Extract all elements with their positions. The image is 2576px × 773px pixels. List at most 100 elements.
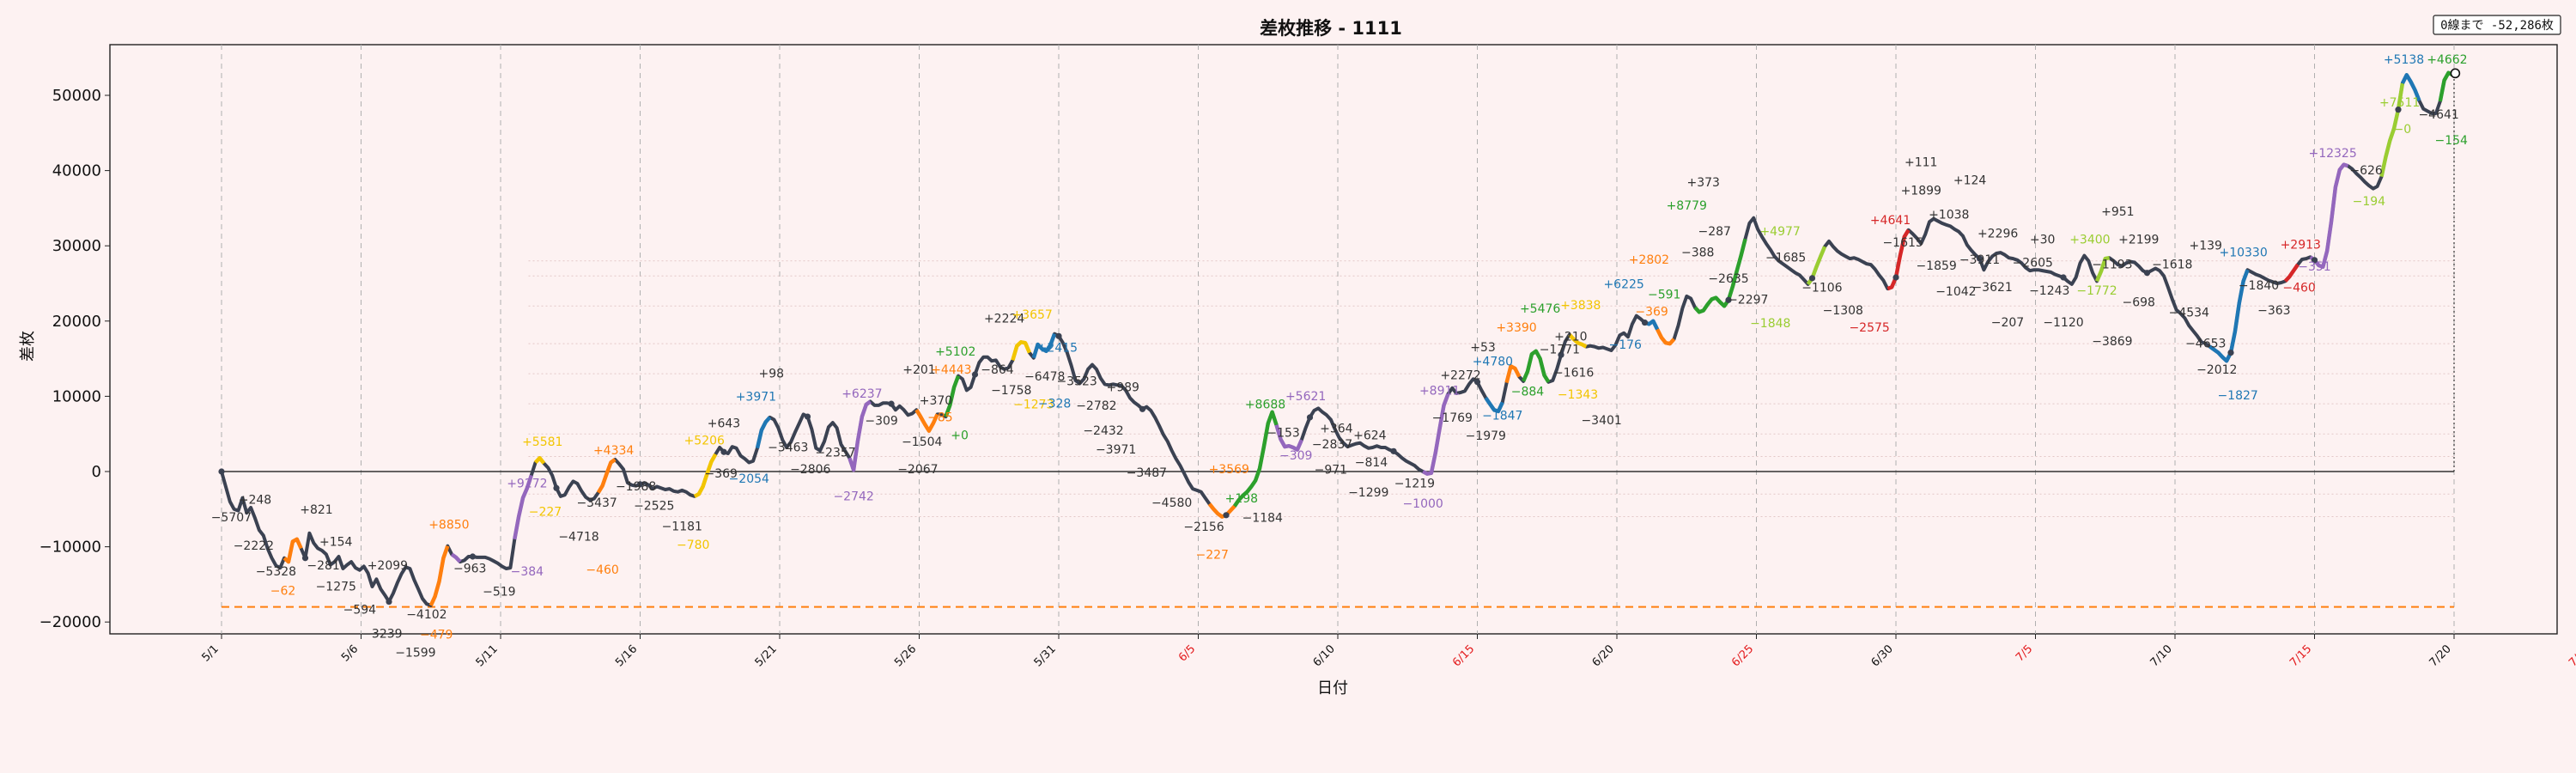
x-tick-label: 6/5 xyxy=(1176,642,1198,664)
data-label: −971 xyxy=(1315,464,1347,478)
data-label: −1615 xyxy=(1882,236,1923,250)
y-tick-label: −10000 xyxy=(39,539,101,557)
data-point xyxy=(1976,255,1984,262)
data-label: +210 xyxy=(1554,331,1587,344)
data-label: +2415 xyxy=(1037,342,1078,356)
data-label: +373 xyxy=(1687,176,1720,190)
data-label: −1504 xyxy=(902,435,942,449)
data-label: −2742 xyxy=(833,490,873,503)
data-label: +5581 xyxy=(522,435,562,449)
data-point xyxy=(888,400,895,407)
data-point xyxy=(971,371,979,378)
data-label: −1848 xyxy=(1750,317,1790,331)
data-label: −85 xyxy=(927,411,953,424)
data-label: −3239 xyxy=(361,628,402,642)
highlight-segment xyxy=(1232,410,1279,508)
data-label: −4718 xyxy=(558,531,598,545)
data-label: −4653 xyxy=(2185,337,2226,350)
y-axis-label: 差枚 xyxy=(19,331,37,362)
data-label: −1042 xyxy=(1935,285,1976,299)
data-label: +0 xyxy=(951,429,969,442)
data-label: −5328 xyxy=(256,565,296,579)
data-point xyxy=(1306,414,1314,421)
data-label: +5138 xyxy=(2384,53,2424,67)
highlight-segment xyxy=(450,552,462,563)
data-label: −884 xyxy=(1511,386,1545,399)
chart-title: 差枚推移 - 1111 xyxy=(1260,18,1402,39)
data-label: −2806 xyxy=(790,463,830,477)
highlight-segment xyxy=(693,453,718,498)
highlight-segment xyxy=(914,409,939,433)
y-tick-label: 20000 xyxy=(52,313,101,331)
data-point xyxy=(1641,319,1649,326)
data-label: −2837 xyxy=(1312,438,1352,452)
data-point xyxy=(469,553,477,560)
data-point xyxy=(2227,349,2234,356)
highlight-segment xyxy=(2379,82,2405,178)
data-label: +821 xyxy=(300,503,332,517)
data-label: −62 xyxy=(270,585,296,599)
x-tick-label: 5/26 xyxy=(892,642,919,669)
data-label: −1772 xyxy=(2076,284,2117,298)
data-label: +6237 xyxy=(841,387,882,401)
data-label: +3400 xyxy=(2069,234,2110,247)
highlight-segment xyxy=(2400,73,2421,101)
highlight-segment xyxy=(944,374,961,417)
data-label: +10330 xyxy=(2219,246,2267,259)
x-tick-label: 6/25 xyxy=(1729,642,1756,669)
data-label: −2012 xyxy=(2196,363,2237,377)
y-tick-label: −20000 xyxy=(39,613,101,631)
highlight-segment xyxy=(848,399,872,472)
data-point xyxy=(1473,379,1481,386)
x-tick-label: 5/1 xyxy=(199,642,221,664)
data-label: −1273 xyxy=(1013,398,1054,411)
y-tick-label: 50000 xyxy=(52,87,101,105)
data-label: −1847 xyxy=(1482,410,1522,423)
data-label: −2575 xyxy=(1849,321,1889,335)
data-label: −3523 xyxy=(1056,374,1097,388)
data-label: +4977 xyxy=(1759,225,1800,239)
data-label: −207 xyxy=(1991,316,2024,330)
data-label: −388 xyxy=(1681,246,1714,259)
data-label: −2635 xyxy=(1708,272,1748,286)
data-point xyxy=(301,555,309,562)
data-point xyxy=(386,598,392,606)
data-label: −2432 xyxy=(1083,424,1123,438)
data-label: +5476 xyxy=(1520,302,1560,316)
data-label: −3621 xyxy=(1971,281,2012,295)
data-label: −4580 xyxy=(1151,496,1192,510)
latest-point xyxy=(2450,68,2461,79)
data-label: −2156 xyxy=(1183,520,1224,534)
data-point xyxy=(1223,512,1230,519)
data-label: −1193 xyxy=(2092,258,2132,271)
data-label: +124 xyxy=(1953,173,1987,187)
data-point xyxy=(636,481,644,488)
data-label: +30 xyxy=(2030,234,2056,247)
data-label: −154 xyxy=(2435,134,2469,148)
data-label: −369 xyxy=(1635,306,1668,320)
highlight-segment xyxy=(1011,340,1031,362)
x-tick-label: 5/16 xyxy=(613,642,640,669)
data-label: +3971 xyxy=(736,391,776,405)
data-label: −1181 xyxy=(662,520,702,533)
data-point xyxy=(2143,270,2151,277)
data-label: −309 xyxy=(1279,449,1312,463)
data-label: −3437 xyxy=(576,496,617,510)
highlight-segment xyxy=(2283,263,2300,283)
data-label: −1120 xyxy=(2043,316,2083,330)
data-label: −1616 xyxy=(1553,367,1594,380)
data-point xyxy=(1808,275,1816,282)
data-label: −591 xyxy=(1648,289,1680,302)
data-label: −698 xyxy=(2123,295,2155,309)
data-label: −2067 xyxy=(897,463,938,477)
data-label: −1840 xyxy=(2239,279,2279,293)
data-label: −1243 xyxy=(2029,284,2069,298)
data-label: −1106 xyxy=(1801,282,1842,295)
x-tick-label: 7/20 xyxy=(2427,642,2454,669)
data-label: +1038 xyxy=(1929,209,1969,222)
data-label: +111 xyxy=(1905,155,1937,169)
data-label: −328 xyxy=(1038,398,1071,411)
series-line-path xyxy=(220,70,2454,607)
data-point xyxy=(1558,351,1564,358)
data-label: +248 xyxy=(239,494,271,508)
